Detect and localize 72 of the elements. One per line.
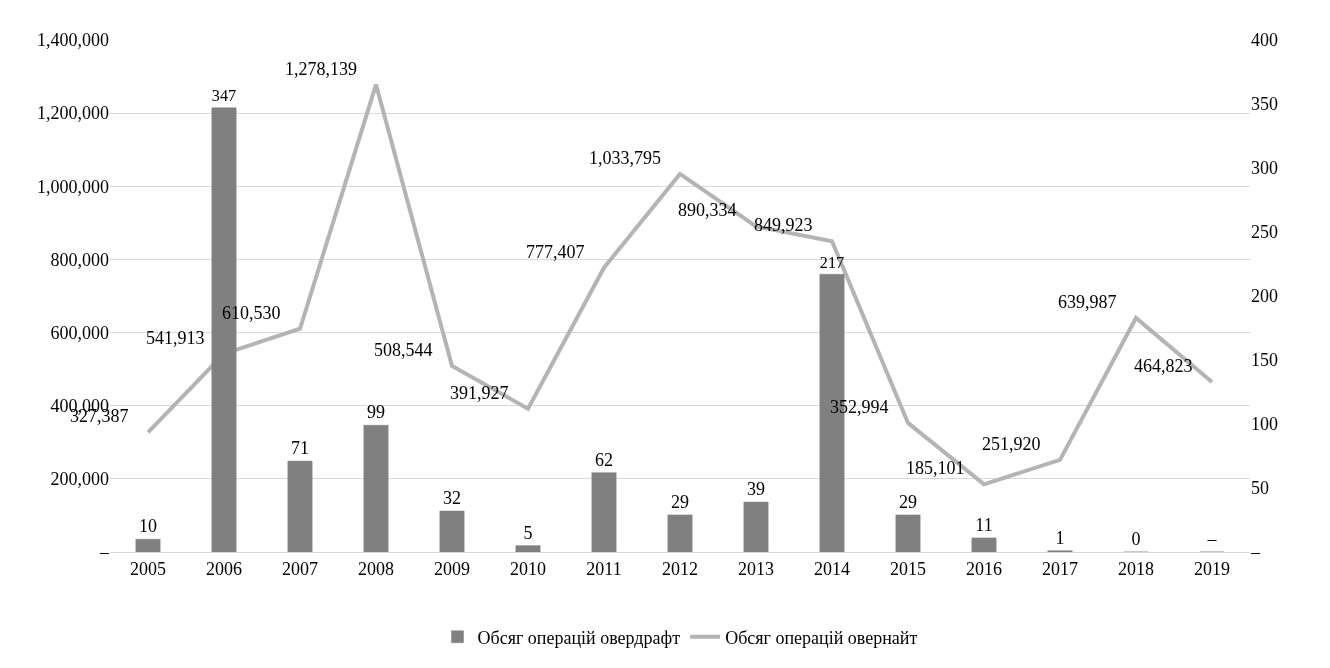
y2-tick-label: 400 [1251, 30, 1278, 51]
y-tick-label: 200,000 [50, 469, 109, 490]
y2-tick-label: 50 [1251, 478, 1269, 499]
data-label: 508,544 [374, 340, 433, 360]
data-label: 10 [139, 516, 157, 537]
data-label: 11 [975, 514, 993, 535]
y2-tick-label: 150 [1251, 350, 1278, 371]
data-label: 99 [367, 402, 385, 423]
data-label: 29 [671, 491, 689, 512]
data-label: 5 [523, 522, 533, 543]
x-tick-label: 2017 [1042, 558, 1078, 579]
bar [971, 537, 997, 552]
data-label: 541,913 [146, 328, 205, 348]
bar [363, 425, 389, 552]
x-tick-label: 2011 [586, 558, 622, 579]
bar [591, 472, 617, 552]
x-tick-label: 2007 [282, 558, 318, 579]
data-label: 347 [211, 87, 237, 106]
data-label: 185,101 [906, 458, 965, 478]
x-tick-label: 2018 [1118, 558, 1154, 579]
data-label: 1,278,139 [285, 59, 357, 79]
y-tick-label: 1,200,000 [37, 103, 109, 124]
x-tick-label: 2016 [966, 558, 1002, 579]
data-label: 391,927 [450, 383, 509, 403]
data-label: 29 [899, 491, 917, 512]
y2-tick-label: 350 [1251, 94, 1278, 115]
data-label: 0 [1131, 529, 1141, 549]
y-tick-label: – [99, 542, 110, 563]
x-tick-label: 2019 [1194, 558, 1230, 579]
bar [287, 460, 313, 552]
data-label: 464,823 [1134, 356, 1193, 376]
x-tick-label: 2010 [510, 558, 546, 579]
y2-tick-label: 100 [1251, 414, 1278, 435]
data-label: 777,407 [526, 242, 585, 262]
x-tick-label: 2014 [814, 558, 850, 579]
y2-tick-label: 200 [1251, 286, 1278, 307]
bar [135, 538, 161, 552]
x-tick-label: 2008 [358, 558, 394, 579]
x-tick-label: 2013 [738, 558, 774, 579]
bar [667, 514, 693, 552]
legend-label: Обсяг операцій овердрафт [477, 627, 681, 648]
bar [439, 510, 465, 552]
data-label: – [1206, 529, 1218, 549]
data-label: 71 [291, 438, 309, 459]
y2-tick-label: 250 [1251, 222, 1278, 243]
data-label: 890,334 [678, 200, 737, 220]
y2-tick-label: 300 [1251, 158, 1278, 179]
y-tick-label: 600,000 [50, 322, 109, 343]
data-label: 217 [819, 253, 845, 272]
legend-label: Обсяг операцій овернайт [725, 627, 918, 648]
data-label: 39 [747, 479, 765, 500]
data-label: 639,987 [1058, 292, 1117, 312]
x-tick-label: 2009 [434, 558, 470, 579]
data-label: 62 [595, 449, 613, 470]
data-label: 1,033,795 [589, 148, 661, 168]
data-label: 352,994 [830, 397, 889, 417]
x-tick-label: 2006 [206, 558, 242, 579]
y2-tick-label: – [1250, 542, 1261, 563]
data-label: 610,530 [222, 303, 281, 323]
y-tick-label: 1,000,000 [37, 176, 109, 197]
y-tick-label: 800,000 [50, 249, 109, 270]
x-tick-label: 2012 [662, 558, 698, 579]
data-label: 849,923 [754, 215, 813, 235]
data-label: 1 [1055, 527, 1065, 548]
data-label: 251,920 [982, 434, 1041, 454]
x-tick-label: 2015 [890, 558, 926, 579]
bar [895, 514, 921, 552]
bar [743, 501, 769, 552]
data-label: 32 [443, 488, 461, 509]
y-tick-label: 1,400,000 [37, 30, 109, 51]
bar [515, 545, 541, 552]
x-tick-label: 2005 [130, 558, 166, 579]
